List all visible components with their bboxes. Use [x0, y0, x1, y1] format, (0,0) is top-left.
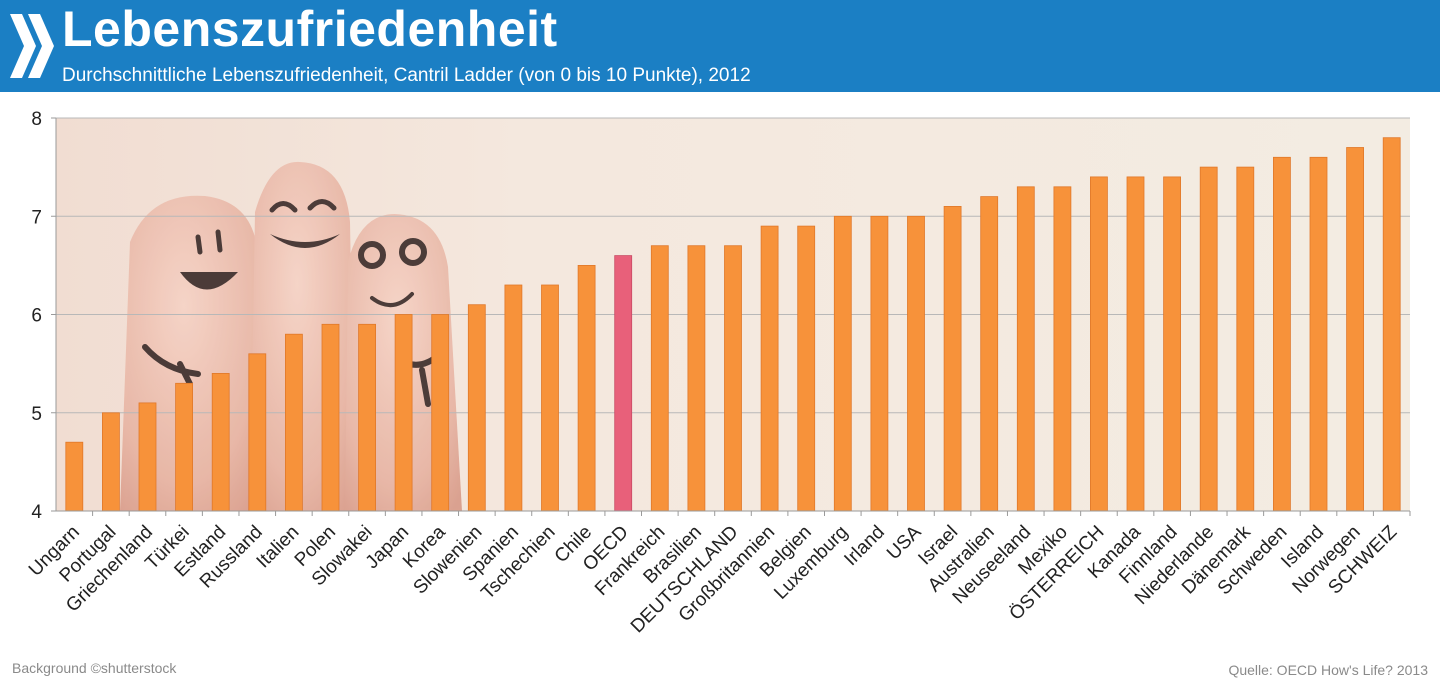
y-tick-label: 6	[31, 306, 42, 327]
bar	[175, 382, 194, 512]
bar	[724, 245, 742, 512]
double-chevron-icon	[10, 14, 54, 78]
right-finger-mouth	[370, 292, 414, 307]
bar-chart: 45678UngarnPortugalGriechenlandTürkeiEst…	[25, 109, 1411, 637]
left-finger-eyes	[195, 229, 223, 255]
bar	[1126, 176, 1145, 512]
bar	[541, 284, 559, 512]
chart-container: 4 5 6 7 8 Ungarn Portugal Griechenland Türkei Est…	[0, 92, 1440, 684]
x-tick-label: Irland	[840, 522, 888, 570]
bar	[284, 333, 303, 512]
source-note: Quelle: OECD How's Life? 2013	[1228, 662, 1428, 678]
bar	[907, 215, 925, 512]
x-tick-label: Italien	[253, 522, 304, 573]
page-title: Lebenszufriedenheit	[62, 1, 558, 57]
bar	[943, 206, 962, 512]
y-tick-label: 8	[31, 109, 42, 130]
left-finger-arm	[142, 344, 201, 387]
bar	[102, 412, 120, 512]
header-banner: Lebenszufriedenheit Durchschnittliche Le…	[0, 0, 1440, 92]
middle-finger-mouth	[270, 234, 340, 248]
bar	[1053, 186, 1072, 512]
bar	[358, 323, 377, 512]
y-tick-label: 4	[31, 502, 42, 523]
bar	[431, 314, 450, 512]
bar	[1273, 156, 1291, 512]
bar	[833, 215, 852, 512]
bar	[760, 225, 779, 512]
bar	[980, 196, 999, 512]
bar	[1016, 186, 1035, 512]
bar	[65, 441, 84, 512]
right-finger-right-eye	[399, 238, 427, 266]
page-subtitle: Durchschnittliche Lebenszufriedenheit, C…	[62, 65, 751, 86]
bar	[650, 245, 669, 512]
bar	[797, 225, 816, 512]
bar	[394, 314, 413, 512]
bar	[467, 304, 486, 512]
bar	[614, 255, 633, 512]
bar	[211, 372, 230, 512]
bar	[248, 353, 267, 512]
bar	[138, 402, 157, 512]
y-tick-label: 5	[31, 404, 42, 425]
right-finger-left-eye	[358, 241, 386, 269]
bar	[1236, 166, 1255, 512]
bar	[1163, 176, 1181, 512]
middle-finger-eyes	[269, 199, 337, 213]
bar	[577, 264, 596, 512]
bar	[1346, 147, 1364, 512]
bar	[1090, 176, 1108, 512]
bar	[870, 215, 889, 512]
bar	[1199, 166, 1218, 512]
bar	[1309, 156, 1328, 512]
left-finger-mouth	[180, 272, 238, 290]
bar	[1382, 137, 1401, 512]
bar	[321, 323, 340, 512]
bar	[504, 284, 523, 512]
background-credit: Background ©shutterstock	[12, 660, 177, 676]
y-tick-label: 7	[31, 207, 42, 228]
bar	[687, 245, 706, 512]
